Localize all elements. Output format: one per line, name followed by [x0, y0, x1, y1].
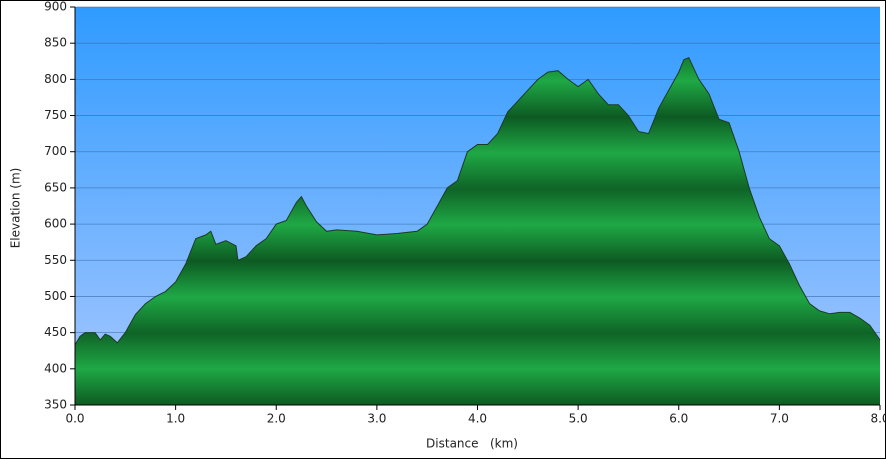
- y-tick-label: 750: [44, 108, 67, 122]
- x-tick-label: 5.0: [569, 412, 588, 426]
- x-tick-label: 1.0: [166, 412, 185, 426]
- x-axis-label: Distance (km): [426, 437, 518, 451]
- x-tick-label: 6.0: [669, 412, 688, 426]
- elevation-line: [74, 57, 881, 346]
- x-tick-label: 3.0: [367, 412, 386, 426]
- y-tick-label: 500: [44, 289, 67, 303]
- y-tick-label: 700: [44, 144, 67, 158]
- elevation-area: [75, 57, 880, 405]
- y-tick-label: 600: [44, 217, 67, 231]
- y-axis-label: Elevation (m): [9, 168, 23, 249]
- x-tick-label: 0.0: [65, 412, 84, 426]
- x-tick-label: 2.0: [267, 412, 286, 426]
- y-tick-label: 900: [44, 0, 67, 14]
- y-tick-label: 800: [44, 72, 67, 86]
- y-tick-label: 350: [44, 398, 67, 412]
- x-tick-label: 4.0: [468, 412, 487, 426]
- y-tick-label: 650: [44, 180, 67, 194]
- y-tick-label: 850: [44, 36, 67, 50]
- y-tick-label: 550: [44, 253, 67, 267]
- x-tick-label: 7.0: [770, 412, 789, 426]
- x-tick-label: 8.0: [870, 412, 886, 426]
- y-tick-label: 400: [44, 361, 67, 375]
- y-tick-label: 450: [44, 325, 67, 339]
